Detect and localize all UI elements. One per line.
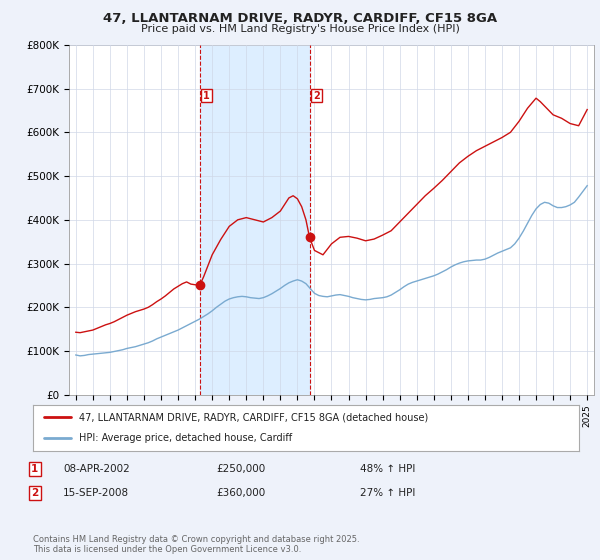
Text: 47, LLANTARNAM DRIVE, RADYR, CARDIFF, CF15 8GA: 47, LLANTARNAM DRIVE, RADYR, CARDIFF, CF…: [103, 12, 497, 25]
Text: 47, LLANTARNAM DRIVE, RADYR, CARDIFF, CF15 8GA (detached house): 47, LLANTARNAM DRIVE, RADYR, CARDIFF, CF…: [79, 412, 428, 422]
Text: 48% ↑ HPI: 48% ↑ HPI: [360, 464, 415, 474]
Text: 2: 2: [31, 488, 38, 498]
Text: 27% ↑ HPI: 27% ↑ HPI: [360, 488, 415, 498]
Text: 2: 2: [313, 91, 320, 101]
Text: 1: 1: [203, 91, 210, 101]
Text: £250,000: £250,000: [216, 464, 265, 474]
Text: 08-APR-2002: 08-APR-2002: [63, 464, 130, 474]
Text: Price paid vs. HM Land Registry's House Price Index (HPI): Price paid vs. HM Land Registry's House …: [140, 24, 460, 34]
Text: HPI: Average price, detached house, Cardiff: HPI: Average price, detached house, Card…: [79, 433, 293, 444]
Text: 1: 1: [31, 464, 38, 474]
Text: Contains HM Land Registry data © Crown copyright and database right 2025.
This d: Contains HM Land Registry data © Crown c…: [33, 535, 359, 554]
Text: 15-SEP-2008: 15-SEP-2008: [63, 488, 129, 498]
Text: £360,000: £360,000: [216, 488, 265, 498]
Bar: [200, 45, 310, 395]
